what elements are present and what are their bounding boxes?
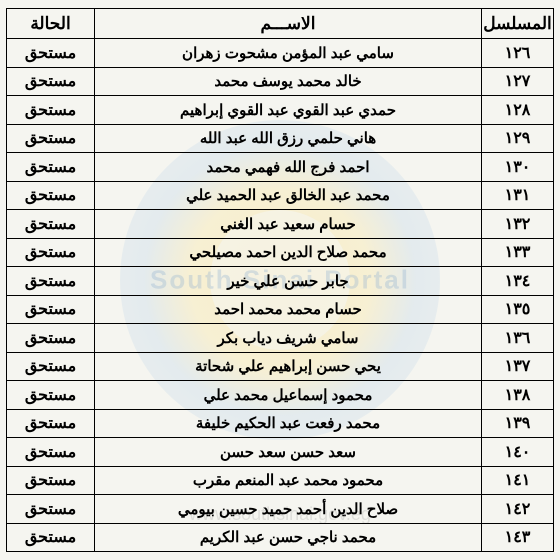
- table-row: ١٤٣محمد ناجي حسن عبد الكريممستحق: [7, 523, 554, 552]
- cell-serial: ١٣٨: [482, 381, 554, 410]
- table-row: ١٣٥حسام محمد محمد احمدمستحق: [7, 295, 554, 324]
- cell-serial: ١٣٣: [482, 238, 554, 267]
- cell-serial: ١٤٢: [482, 495, 554, 524]
- cell-status: مستحق: [7, 210, 95, 239]
- table-row: ١٢٦سامي عبد المؤمن مشحوت زهرانمستحق: [7, 39, 554, 68]
- table-row: ١٣٩محمد رفعت عبد الحكيم خليفةمستحق: [7, 409, 554, 438]
- cell-name: جابر حسن علي خير: [95, 267, 482, 296]
- cell-name: سامي شريف دياب بكر: [95, 324, 482, 353]
- table-row: ١٣٠احمد فرج الله فهمي محمدمستحق: [7, 153, 554, 182]
- cell-name: يحي حسن إبراهيم علي شحاتة: [95, 352, 482, 381]
- cell-status: مستحق: [7, 181, 95, 210]
- cell-status: مستحق: [7, 466, 95, 495]
- cell-name: محمد رفعت عبد الحكيم خليفة: [95, 409, 482, 438]
- cell-serial: ١٢٨: [482, 96, 554, 125]
- cell-status: مستحق: [7, 295, 95, 324]
- table-row: ١٣٨محمود إسماعيل محمد عليمستحق: [7, 381, 554, 410]
- table-row: ١٣٧يحي حسن إبراهيم علي شحاتةمستحق: [7, 352, 554, 381]
- cell-serial: ١٣٥: [482, 295, 554, 324]
- cell-status: مستحق: [7, 438, 95, 467]
- table-row: ١٣٤جابر حسن علي خيرمستحق: [7, 267, 554, 296]
- cell-status: مستحق: [7, 495, 95, 524]
- cell-serial: ١٣٩: [482, 409, 554, 438]
- cell-status: مستحق: [7, 381, 95, 410]
- cell-status: مستحق: [7, 267, 95, 296]
- cell-serial: ١٤٣: [482, 523, 554, 552]
- table-row: ١٣١محمد عبد الخالق عبد الحميد عليمستحق: [7, 181, 554, 210]
- header-serial: المسلسل: [482, 9, 554, 39]
- cell-serial: ١٢٦: [482, 39, 554, 68]
- header-status: الحالة: [7, 9, 95, 39]
- cell-serial: ١٢٩: [482, 124, 554, 153]
- table-row: ١٣٢حسام سعيد عبد الغنيمستحق: [7, 210, 554, 239]
- cell-name: محمود محمد عبد المنعم مقرب: [95, 466, 482, 495]
- cell-status: مستحق: [7, 153, 95, 182]
- cell-serial: ١٣٧: [482, 352, 554, 381]
- cell-name: حسام محمد محمد احمد: [95, 295, 482, 324]
- table-header-row: المسلسل الاســـم الحالة: [7, 9, 554, 39]
- cell-serial: ١٣٢: [482, 210, 554, 239]
- cell-name: سامي عبد المؤمن مشحوت زهران: [95, 39, 482, 68]
- table-row: ١٣٣محمد صلاح الدين احمد مصيلحيمستحق: [7, 238, 554, 267]
- cell-status: مستحق: [7, 124, 95, 153]
- cell-name: محمد صلاح الدين احمد مصيلحي: [95, 238, 482, 267]
- cell-serial: ١٢٧: [482, 67, 554, 96]
- cell-status: مستحق: [7, 39, 95, 68]
- cell-serial: ١٤٠: [482, 438, 554, 467]
- cell-status: مستحق: [7, 96, 95, 125]
- cell-name: هاني حلمي رزق الله عبد الله: [95, 124, 482, 153]
- table-row: ١٢٩هاني حلمي رزق الله عبد اللهمستحق: [7, 124, 554, 153]
- cell-status: مستحق: [7, 409, 95, 438]
- cell-serial: ١٣٦: [482, 324, 554, 353]
- cell-status: مستحق: [7, 67, 95, 96]
- header-name: الاســـم: [95, 9, 482, 39]
- cell-serial: ١٣٤: [482, 267, 554, 296]
- cell-status: مستحق: [7, 324, 95, 353]
- cell-serial: ١٤١: [482, 466, 554, 495]
- cell-status: مستحق: [7, 238, 95, 267]
- cell-name: حسام سعيد عبد الغني: [95, 210, 482, 239]
- cell-serial: ١٣٠: [482, 153, 554, 182]
- cell-name: خالد محمد يوسف محمد: [95, 67, 482, 96]
- cell-name: حمدي عبد القوي عبد القوي إبراهيم: [95, 96, 482, 125]
- table-row: ١٤٢صلاح الدين أحمد حميد حسين بيوميمستحق: [7, 495, 554, 524]
- table-row: ١٤١محمود محمد عبد المنعم مقربمستحق: [7, 466, 554, 495]
- cell-name: محمد ناجي حسن عبد الكريم: [95, 523, 482, 552]
- cell-name: محمد عبد الخالق عبد الحميد علي: [95, 181, 482, 210]
- cell-name: صلاح الدين أحمد حميد حسين بيومي: [95, 495, 482, 524]
- table-row: ١٣٦سامي شريف دياب بكرمستحق: [7, 324, 554, 353]
- table-row: ١٤٠سعد حسن سعد حسنمستحق: [7, 438, 554, 467]
- cell-name: سعد حسن سعد حسن: [95, 438, 482, 467]
- beneficiary-table: المسلسل الاســـم الحالة ١٢٦سامي عبد المؤ…: [6, 8, 554, 552]
- cell-name: احمد فرج الله فهمي محمد: [95, 153, 482, 182]
- cell-serial: ١٣١: [482, 181, 554, 210]
- cell-name: محمود إسماعيل محمد علي: [95, 381, 482, 410]
- table-row: ١٢٨حمدي عبد القوي عبد القوي إبراهيممستحق: [7, 96, 554, 125]
- cell-status: مستحق: [7, 523, 95, 552]
- table-row: ١٢٧خالد محمد يوسف محمدمستحق: [7, 67, 554, 96]
- cell-status: مستحق: [7, 352, 95, 381]
